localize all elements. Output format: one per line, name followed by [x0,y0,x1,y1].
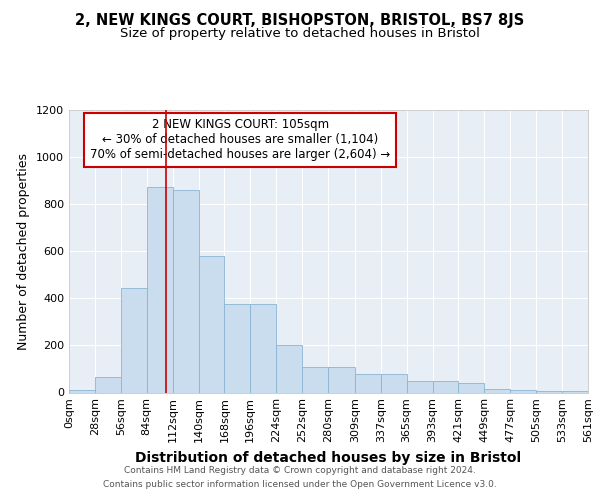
Text: 2, NEW KINGS COURT, BISHOPSTON, BRISTOL, BS7 8JS: 2, NEW KINGS COURT, BISHOPSTON, BRISTOL,… [76,12,524,28]
Bar [302,366,328,392]
Bar [250,304,276,392]
Bar [458,383,484,392]
Bar [510,390,536,392]
Bar [95,377,121,392]
Bar [69,390,95,392]
Y-axis label: Number of detached properties: Number of detached properties [17,153,31,350]
Bar [355,374,381,392]
Text: Contains public sector information licensed under the Open Government Licence v3: Contains public sector information licen… [103,480,497,489]
X-axis label: Distribution of detached houses by size in Bristol: Distribution of detached houses by size … [136,451,521,465]
Bar [173,190,199,392]
Bar [484,389,510,392]
Bar [199,256,224,392]
Text: 2 NEW KINGS COURT: 105sqm
← 30% of detached houses are smaller (1,104)
70% of se: 2 NEW KINGS COURT: 105sqm ← 30% of detac… [90,118,391,162]
Bar [381,374,407,392]
Text: Size of property relative to detached houses in Bristol: Size of property relative to detached ho… [120,28,480,40]
Text: Contains HM Land Registry data © Crown copyright and database right 2024.: Contains HM Land Registry data © Crown c… [124,466,476,475]
Bar [328,366,355,392]
Bar [224,304,250,392]
Bar [276,346,302,393]
Bar [407,380,433,392]
Bar [433,380,458,392]
Bar [121,288,147,393]
Bar [147,186,173,392]
